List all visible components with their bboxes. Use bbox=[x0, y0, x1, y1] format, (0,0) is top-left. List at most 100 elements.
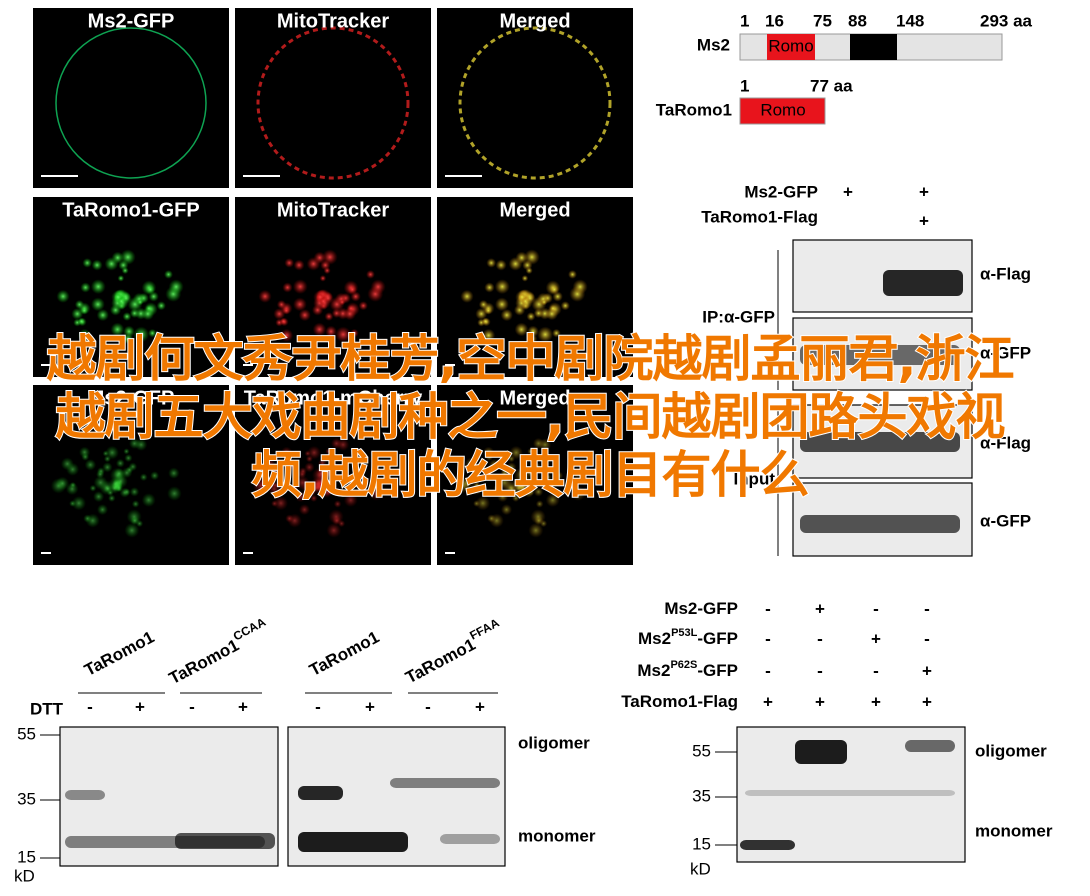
signal-spot bbox=[78, 328, 92, 342]
signal-spot bbox=[80, 306, 89, 315]
signal-spot bbox=[71, 495, 87, 511]
signal-spot bbox=[122, 312, 132, 321]
signal-spot bbox=[459, 476, 474, 491]
signal-spot bbox=[91, 259, 103, 271]
signal-spot bbox=[568, 269, 577, 279]
signal-spot bbox=[168, 467, 180, 479]
band bbox=[883, 270, 963, 296]
sign: + bbox=[871, 692, 881, 711]
sign: + bbox=[475, 697, 485, 716]
signal-spot bbox=[521, 297, 530, 306]
signal-spot bbox=[124, 522, 140, 538]
signal-spot bbox=[108, 482, 121, 494]
band bbox=[440, 834, 500, 844]
signal-spot bbox=[537, 326, 554, 343]
band bbox=[905, 740, 955, 752]
signal-spot bbox=[319, 274, 327, 282]
signal-spot bbox=[124, 453, 133, 463]
signal-spot bbox=[500, 504, 513, 516]
signal-spot bbox=[258, 289, 272, 303]
signal-spot bbox=[317, 458, 327, 468]
signal-spot bbox=[543, 473, 552, 482]
signal-spot bbox=[488, 459, 501, 471]
signal-spot bbox=[509, 445, 523, 460]
band bbox=[795, 740, 847, 764]
band bbox=[800, 345, 960, 365]
signal-spot bbox=[538, 438, 552, 451]
sign: - bbox=[924, 599, 930, 618]
sign: + bbox=[919, 182, 929, 201]
signal-spot bbox=[81, 453, 90, 461]
signal-spot bbox=[335, 326, 352, 343]
signal-spot bbox=[133, 326, 150, 343]
signal-spot bbox=[370, 467, 382, 479]
band bbox=[298, 832, 408, 852]
band bbox=[740, 840, 795, 850]
signal-spot bbox=[139, 473, 148, 482]
signal-spot bbox=[497, 491, 509, 503]
panel-label: MitoTracker bbox=[277, 199, 389, 221]
sign: - bbox=[873, 661, 879, 680]
domain-dm9 bbox=[850, 34, 897, 60]
marker-label: 15 bbox=[692, 834, 711, 853]
band-label: oligomer bbox=[975, 741, 1047, 760]
panel-label: Merged bbox=[499, 199, 570, 221]
signal-spot bbox=[117, 297, 126, 306]
signal-spot bbox=[325, 448, 332, 455]
signal-spot bbox=[145, 304, 153, 313]
band bbox=[65, 790, 105, 800]
signal-spot bbox=[80, 282, 91, 293]
signal-spot bbox=[115, 458, 125, 468]
signal-spot bbox=[493, 484, 501, 492]
signal-spot bbox=[304, 462, 315, 473]
lane-superscript: FFAA bbox=[467, 616, 502, 643]
band-label: monomer bbox=[975, 821, 1053, 840]
signal-spot bbox=[96, 504, 109, 516]
signal-spot bbox=[122, 333, 134, 345]
signal-spot bbox=[484, 282, 495, 293]
position-label: 1 bbox=[740, 76, 749, 95]
signal-spot bbox=[326, 453, 335, 463]
signal-spot bbox=[292, 279, 308, 295]
signal-spot bbox=[283, 453, 292, 461]
signal-spot bbox=[527, 488, 535, 496]
dtt-label: DTT bbox=[30, 699, 64, 718]
signal-spot bbox=[96, 470, 105, 479]
signal-spot bbox=[310, 482, 323, 494]
signal-spot bbox=[552, 328, 561, 338]
signal-spot bbox=[500, 308, 513, 322]
signal-spot bbox=[285, 514, 294, 523]
signal-spot bbox=[304, 450, 311, 457]
signal-spot bbox=[350, 328, 359, 338]
signal-spot bbox=[478, 299, 489, 310]
signal-spot bbox=[549, 304, 557, 313]
sign: - bbox=[817, 661, 823, 680]
signal-spot bbox=[535, 500, 544, 508]
input-label: Input bbox=[733, 469, 775, 488]
signal-spot bbox=[145, 284, 156, 295]
signal-spot bbox=[515, 251, 528, 264]
band bbox=[175, 833, 275, 849]
signal-spot bbox=[268, 462, 282, 476]
signal-spot bbox=[347, 284, 358, 295]
panel-label: Ms2-GFP bbox=[88, 387, 175, 409]
sign: + bbox=[763, 692, 773, 711]
signal-spot bbox=[312, 322, 327, 337]
signal-spot bbox=[257, 476, 272, 491]
signal-spot bbox=[333, 500, 342, 508]
sign: - bbox=[315, 697, 321, 716]
condition-label: Ms2-GFP bbox=[744, 182, 818, 201]
marker-label: 15 bbox=[17, 847, 36, 866]
signal-spot bbox=[326, 522, 342, 538]
sign: + bbox=[365, 697, 375, 716]
signal-spot bbox=[156, 301, 166, 311]
signal-spot bbox=[123, 448, 130, 455]
signal-spot bbox=[540, 298, 548, 306]
micrograph bbox=[235, 197, 431, 377]
signal-spot bbox=[495, 297, 509, 312]
signal-spot bbox=[313, 251, 326, 264]
signal-spot bbox=[167, 486, 182, 501]
condition-label: TaRomo1-Flag bbox=[621, 692, 738, 711]
signal-spot bbox=[168, 279, 184, 295]
